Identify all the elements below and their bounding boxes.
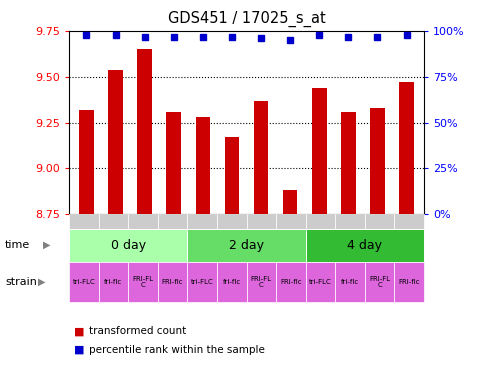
Text: FRI-FL
C: FRI-FL C bbox=[133, 276, 153, 288]
Text: FRI-flc: FRI-flc bbox=[280, 279, 302, 285]
Text: FRI-flc: FRI-flc bbox=[398, 279, 420, 285]
Text: ▶: ▶ bbox=[38, 277, 45, 287]
Text: tri-FLC: tri-FLC bbox=[309, 279, 332, 285]
Text: fri-flc: fri-flc bbox=[341, 279, 359, 285]
Bar bbox=[312, 88, 326, 214]
Text: tri-FLC: tri-FLC bbox=[191, 279, 213, 285]
Bar bbox=[341, 112, 355, 214]
Bar bbox=[138, 49, 152, 214]
Text: time: time bbox=[5, 240, 30, 250]
Text: 4 day: 4 day bbox=[348, 239, 382, 252]
Text: FRI-flc: FRI-flc bbox=[162, 279, 183, 285]
Text: ■: ■ bbox=[74, 344, 84, 355]
Text: ■: ■ bbox=[74, 326, 84, 336]
Text: fri-flc: fri-flc bbox=[222, 279, 241, 285]
Text: 0 day: 0 day bbox=[110, 239, 146, 252]
Text: tri-FLC: tri-FLC bbox=[72, 279, 95, 285]
Bar bbox=[196, 117, 210, 214]
Text: FRI-FL
C: FRI-FL C bbox=[251, 276, 272, 288]
Bar bbox=[225, 137, 239, 214]
Text: FRI-FL
C: FRI-FL C bbox=[369, 276, 390, 288]
Text: percentile rank within the sample: percentile rank within the sample bbox=[89, 344, 265, 355]
Bar bbox=[108, 70, 123, 214]
Text: GDS451 / 17025_s_at: GDS451 / 17025_s_at bbox=[168, 11, 325, 27]
Bar bbox=[370, 108, 385, 214]
Bar bbox=[283, 190, 297, 214]
Bar bbox=[79, 110, 94, 214]
Text: ▶: ▶ bbox=[43, 240, 51, 250]
Text: strain: strain bbox=[5, 277, 37, 287]
Text: fri-flc: fri-flc bbox=[104, 279, 123, 285]
Bar bbox=[254, 101, 268, 214]
Bar bbox=[399, 82, 414, 214]
Bar bbox=[167, 112, 181, 214]
Text: transformed count: transformed count bbox=[89, 326, 186, 336]
Text: 2 day: 2 day bbox=[229, 239, 264, 252]
